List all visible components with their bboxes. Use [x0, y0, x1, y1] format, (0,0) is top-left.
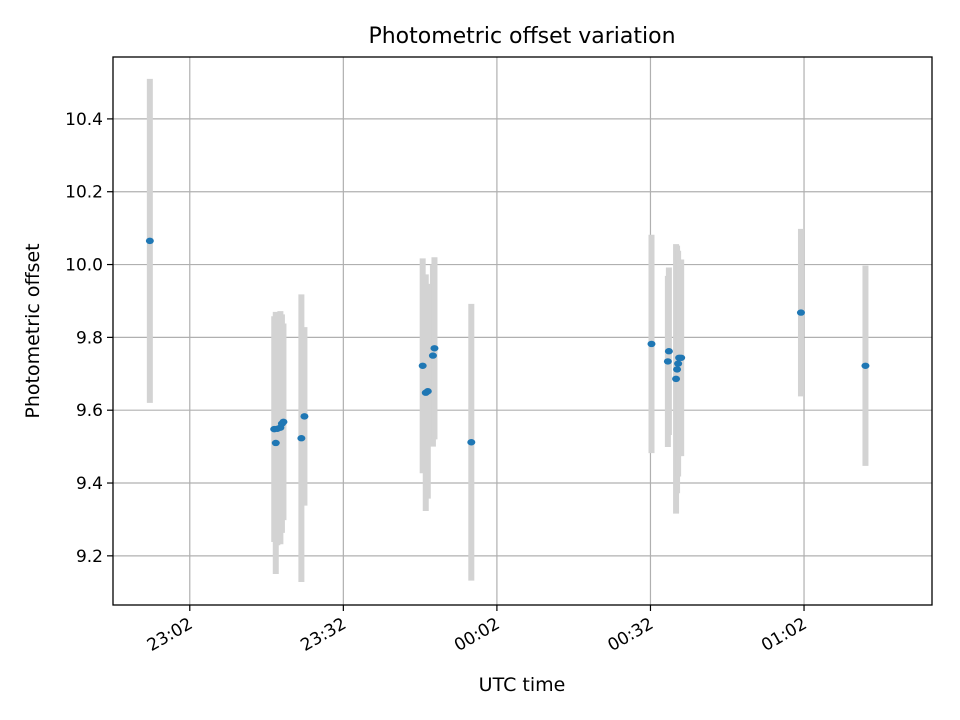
- y-axis-label: Photometric offset: [22, 243, 44, 418]
- data-point: [423, 388, 432, 395]
- data-point: [145, 237, 154, 245]
- data-point: [663, 358, 672, 365]
- x-tick-label: 00:02: [451, 614, 503, 656]
- data-point: [428, 352, 437, 359]
- chart-title: Photometric offset variation: [368, 24, 675, 49]
- data-point: [300, 413, 309, 420]
- x-tick-label: 23:02: [144, 614, 196, 656]
- data-point: [430, 345, 439, 352]
- grid: [113, 57, 932, 605]
- y-tick-label: 10.2: [65, 183, 103, 203]
- x-tick-label: 23:32: [297, 614, 349, 656]
- y-tick-label: 10.4: [65, 110, 103, 130]
- error-bars: [146, 78, 869, 583]
- data-point: [647, 340, 656, 348]
- data-point: [271, 439, 280, 447]
- y-tick-label: 10.0: [65, 256, 103, 276]
- x-tick-label: 00:32: [605, 614, 657, 656]
- data-point: [673, 366, 682, 373]
- y-tick-label: 9.6: [76, 401, 103, 421]
- data-point: [664, 348, 673, 355]
- x-tick-label: 01:02: [758, 614, 810, 656]
- data-point: [279, 418, 288, 426]
- x-axis-label: UTC time: [479, 674, 566, 696]
- data-point: [418, 362, 427, 369]
- y-tick-label: 9.4: [76, 474, 103, 494]
- data-point: [674, 360, 683, 367]
- y-tick-label: 9.8: [76, 328, 103, 348]
- data-point: [672, 375, 681, 383]
- data-point: [677, 354, 686, 361]
- data-point: [861, 362, 870, 369]
- data-point: [796, 309, 805, 316]
- y-tick-label: 9.2: [76, 547, 103, 567]
- data-points: [145, 237, 870, 447]
- plot-frame: [112, 56, 933, 606]
- data-point: [467, 439, 476, 446]
- data-point: [297, 435, 306, 442]
